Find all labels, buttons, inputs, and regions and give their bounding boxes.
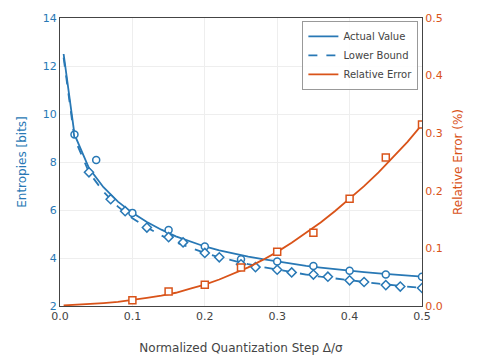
svg-text:0.0: 0.0 bbox=[51, 310, 69, 323]
svg-text:0.1: 0.1 bbox=[124, 310, 142, 323]
svg-text:0.5: 0.5 bbox=[425, 12, 443, 25]
svg-text:14: 14 bbox=[43, 12, 57, 25]
svg-text:Lower Bound: Lower Bound bbox=[343, 50, 408, 61]
svg-text:0.4: 0.4 bbox=[425, 69, 443, 82]
svg-text:8: 8 bbox=[50, 156, 57, 169]
svg-text:10: 10 bbox=[43, 108, 57, 121]
svg-text:6: 6 bbox=[50, 204, 57, 217]
svg-text:0.2: 0.2 bbox=[425, 185, 443, 198]
svg-text:2: 2 bbox=[50, 300, 57, 313]
svg-text:0.5: 0.5 bbox=[413, 310, 431, 323]
svg-text:Relative Error (%): Relative Error (%) bbox=[451, 109, 465, 215]
svg-text:Entropies [bits]: Entropies [bits] bbox=[15, 116, 29, 208]
svg-text:0.1: 0.1 bbox=[425, 242, 443, 255]
svg-text:Normalized Quantization Step Δ: Normalized Quantization Step Δ/σ bbox=[139, 341, 343, 355]
svg-text:0.3: 0.3 bbox=[268, 310, 286, 323]
svg-text:12: 12 bbox=[43, 60, 57, 73]
svg-text:0.4: 0.4 bbox=[341, 310, 359, 323]
svg-text:Relative Error: Relative Error bbox=[343, 69, 412, 80]
svg-text:0.0: 0.0 bbox=[425, 300, 443, 313]
svg-text:0.3: 0.3 bbox=[425, 127, 443, 140]
svg-text:0.2: 0.2 bbox=[196, 310, 214, 323]
svg-text:Actual Value: Actual Value bbox=[343, 31, 405, 42]
svg-text:4: 4 bbox=[50, 252, 57, 265]
